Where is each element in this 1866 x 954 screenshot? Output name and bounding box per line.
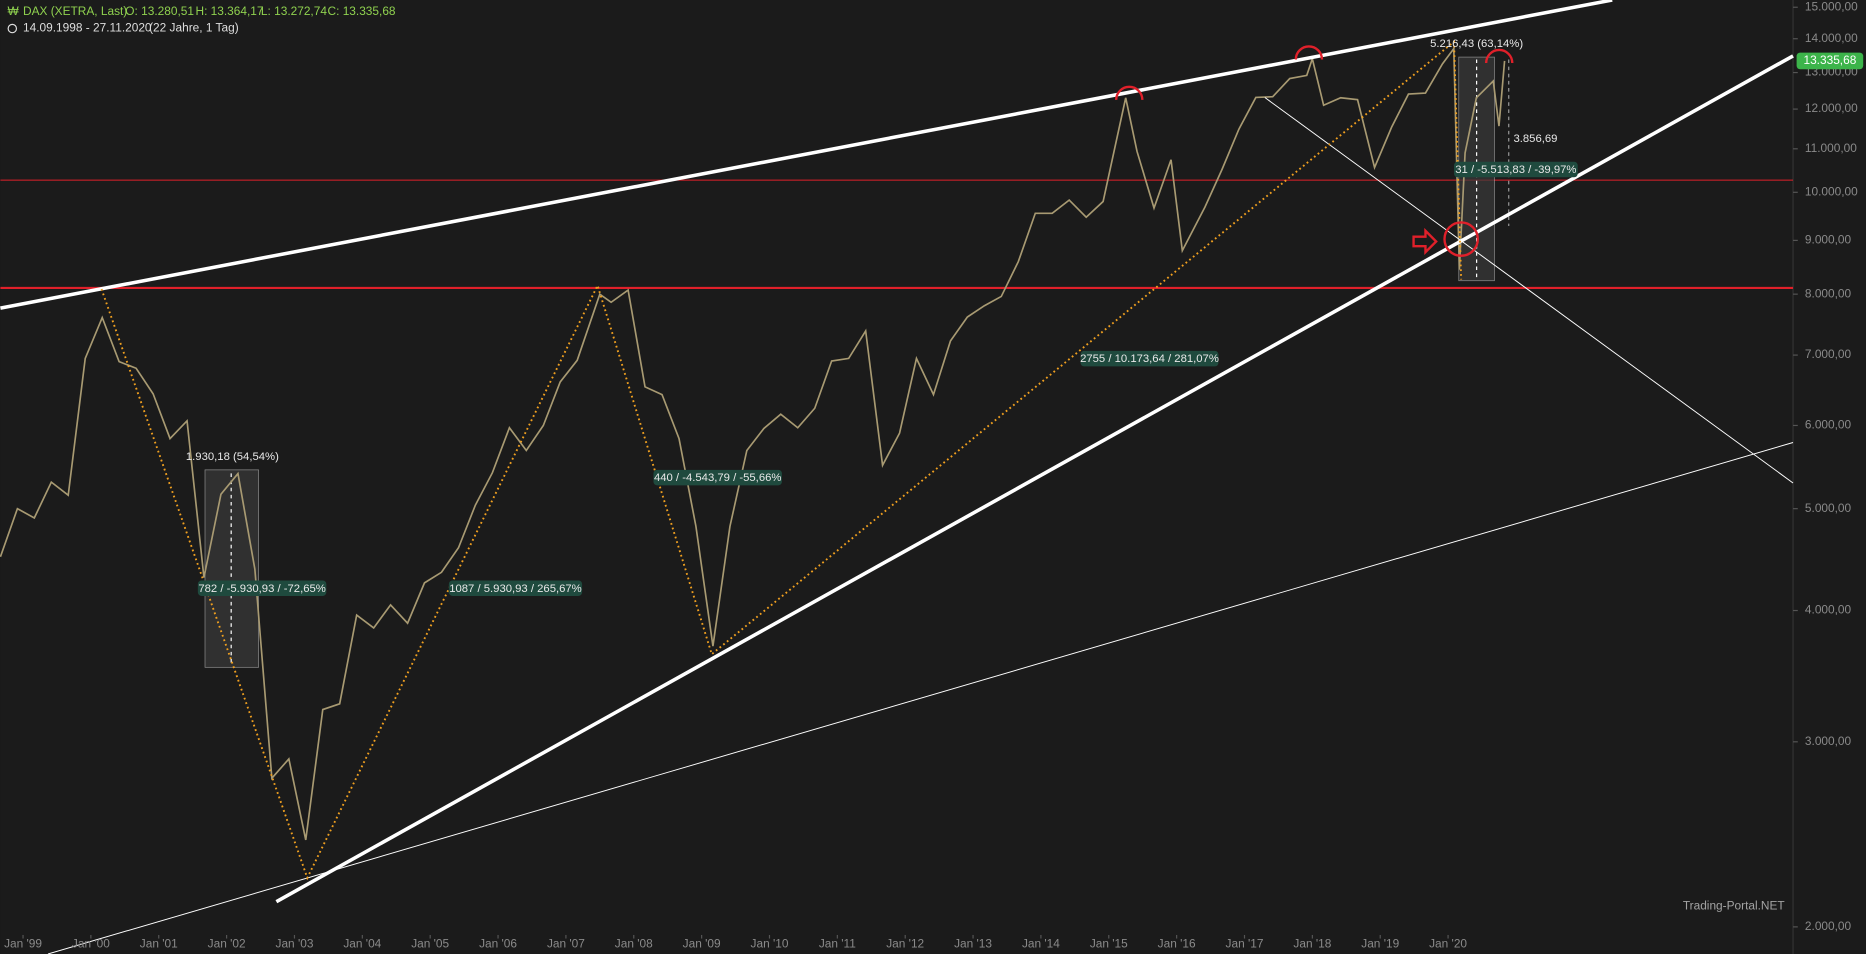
x-tick-label: Jan '09	[683, 937, 721, 951]
x-tick-label: Jan '20	[1429, 937, 1467, 951]
y-tick-label: 9.000,00	[1805, 233, 1852, 247]
date-range: 14.09.1998 - 27.11.2020	[23, 21, 152, 35]
x-tick-label: Jan '01	[140, 937, 178, 951]
date-span: (22 Jahre, 1 Tag)	[149, 21, 239, 35]
header: ₩ DAX (XETRA, Last) O: 13.280,51 H: 13.3…	[8, 4, 396, 35]
trend-lines	[0, 0, 1794, 954]
price-line	[0, 46, 1506, 841]
y-tick-label: 11.000,00	[1805, 141, 1857, 155]
trend-line	[47, 442, 1794, 954]
x-tick-label: Jan '02	[208, 937, 246, 951]
clock-icon	[7, 23, 18, 34]
x-tick-label: Jan '06	[479, 937, 517, 951]
last-price-tag	[1796, 52, 1864, 70]
series-name: DAX (XETRA, Last)	[23, 4, 127, 18]
annotation: 3.856,69	[1513, 133, 1557, 145]
x-tick-label: Jan '15	[1090, 937, 1128, 951]
y-tick-label: 2.000,00	[1805, 919, 1852, 933]
top-arc	[1294, 45, 1324, 60]
annotation: 31 / -5.513,83 / -39,97%	[1455, 164, 1576, 176]
annotation: 440 / -4.543,79 / -55,66%	[654, 472, 782, 484]
annotation: 782 / -5.930,93 / -72,65%	[198, 583, 326, 595]
axes: 2.000,00 3.000,00 4.000,00 5.000,00 6.000,00…	[4, 0, 1864, 951]
y-tick-label: 12.000,00	[1805, 101, 1858, 115]
y-tick-label: 5.000,00	[1805, 501, 1852, 515]
annotation: 1087 / 5.930,93 / 265,67%	[449, 583, 582, 595]
ohlc-open: O: 13.280,51	[125, 4, 194, 18]
watermark: Trading-Portal.NET	[1683, 899, 1785, 913]
y-tick-label: 10.000,00	[1805, 184, 1858, 198]
trend-line	[0, 0, 1613, 310]
x-tick-label: Jan '10	[751, 937, 789, 951]
swing-line	[100, 39, 1463, 881]
x-tick-label: Jan '18	[1293, 937, 1331, 951]
label-pill	[197, 580, 327, 596]
swing-lines	[100, 39, 1463, 881]
x-tick-label: Jan '07	[547, 937, 585, 951]
ohlc-close: C: 13.335,68	[328, 4, 396, 18]
label-pill	[653, 469, 782, 486]
top-arc	[1484, 48, 1514, 64]
annotation: 1.930,18 (54,54%)	[186, 451, 279, 463]
y-tick-label: 14.000,00	[1805, 31, 1858, 45]
x-tick-label: Jan '13	[954, 937, 992, 951]
label-pill	[1454, 161, 1578, 178]
ohlc-low: L: 13.272,74	[261, 4, 327, 18]
x-tick-label: Jan '03	[276, 937, 314, 951]
arrow-marker	[1412, 227, 1438, 256]
ohlc-high: H: 13.364,17	[195, 4, 263, 18]
annotation: 5.216,43 (63,14%)	[1430, 38, 1523, 50]
y-tick-label: 4.000,00	[1805, 603, 1852, 617]
label-pill	[1080, 350, 1219, 367]
circle-marker	[1443, 221, 1479, 257]
x-tick-label: Jan '14	[1022, 937, 1060, 951]
markers	[1114, 45, 1514, 257]
x-tick-label: Jan '17	[1226, 937, 1264, 951]
x-tick-label: Jan '11	[819, 937, 856, 951]
x-tick-label: Jan '16	[1158, 937, 1196, 951]
x-tick-label: Jan '12	[886, 937, 924, 951]
top-arc	[1114, 85, 1144, 101]
y-tick-label: 7.000,00	[1805, 347, 1852, 361]
price-series	[0, 46, 1506, 841]
y-tick-label: 6.000,00	[1805, 418, 1852, 432]
x-tick-label: Jan '04	[343, 937, 381, 951]
x-tick-label: Jan '08	[615, 937, 653, 951]
y-tick-label: 3.000,00	[1805, 734, 1852, 748]
last-price-label: 13.335,68	[1803, 53, 1856, 67]
label-pill	[448, 580, 583, 596]
y-tick-label: 8.000,00	[1805, 286, 1852, 300]
x-tick-label: Jan '00	[72, 937, 110, 951]
x-tick-label: Jan '99	[4, 937, 42, 951]
header-icon: ₩	[8, 4, 20, 18]
x-tick-label: Jan '05	[411, 937, 449, 951]
annotation: 2755 / 10.173,64 / 281,07%	[1080, 353, 1219, 365]
trend-line	[1264, 97, 1794, 484]
y-tick-label: 15.000,00	[1805, 0, 1858, 13]
trend-line	[275, 54, 1794, 904]
x-tick-label: Jan '19	[1361, 937, 1399, 951]
